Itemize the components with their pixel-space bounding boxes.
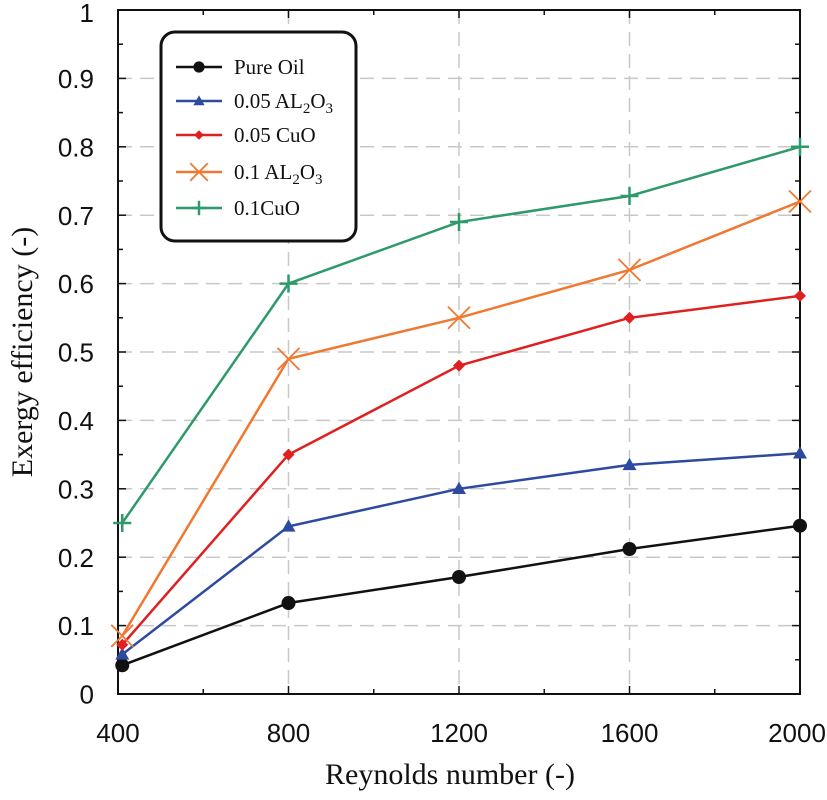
- x-axis-tick-labels: 400 800 1200 1600 2000: [96, 718, 826, 748]
- y-tick-label: 0: [80, 680, 94, 710]
- data-point-plus: [620, 187, 639, 206]
- data-point-diamond: [194, 130, 204, 140]
- data-point-triangle: [193, 95, 205, 106]
- y-tick-label: 0.4: [58, 406, 94, 436]
- y-tick-label: 0.7: [58, 201, 94, 231]
- legend-items: Pure Oil 0.05 AL2O3 0.05 CuO 0.1 AL2O3 0: [176, 55, 333, 220]
- y-tick-label: 0.5: [58, 338, 94, 368]
- y-tick-label: 0.6: [58, 269, 94, 299]
- legend-marker: [193, 61, 205, 73]
- marker-stroke: [447, 306, 471, 330]
- legend-marker: [191, 200, 207, 216]
- legend-label: 0.1CuO: [234, 196, 300, 220]
- data-point-diamond: [453, 359, 465, 372]
- tick-marks: [117, 9, 801, 695]
- legend-item: Pure Oil: [176, 55, 305, 79]
- x-tick-label: 800: [267, 718, 310, 748]
- y-tick-label: 0.3: [58, 474, 94, 504]
- data-point-plus: [450, 213, 468, 232]
- legend-box: [159, 30, 358, 243]
- series-0-05-al2o3: [115, 446, 807, 660]
- data-point-triangle: [115, 647, 130, 660]
- data-point-circle: [281, 596, 296, 611]
- series-line: [121, 451, 801, 656]
- marker-stroke: [110, 624, 134, 648]
- legend: Pure Oil 0.05 AL2O3 0.05 CuO 0.1 AL2O3 0: [159, 30, 358, 243]
- x-axis-title: Reynolds number (-): [325, 758, 575, 791]
- data-point-x: [189, 162, 209, 182]
- marker-stroke: [788, 189, 812, 214]
- y-tick-label: 1: [80, 0, 94, 28]
- data-point-circle: [793, 518, 807, 533]
- marker-stroke: [276, 347, 301, 371]
- legend-label: 0.05 CuO: [234, 123, 316, 147]
- data-point-x: [447, 306, 471, 330]
- data-point-diamond: [623, 311, 636, 324]
- data-point-plus: [791, 137, 809, 156]
- x-tick-label: 1200: [430, 718, 488, 748]
- legend-marker: [189, 162, 209, 182]
- data-point-x: [617, 258, 642, 282]
- y-tick-label: 0.9: [58, 64, 94, 94]
- legend-item: 0.1 AL2O3: [176, 160, 323, 188]
- legend-label: 0.05 AL2O3: [234, 89, 333, 117]
- data-point-triangle: [281, 519, 296, 532]
- y-tick-label: 0.2: [58, 543, 94, 573]
- y-axis-tick-labels: 0 0.1 0.2 0.3 0.4 0.5 0.6 0.7 0.8 0.9 1: [58, 0, 94, 710]
- legend-marker: [194, 130, 204, 140]
- legend-item: 0.05 AL2O3: [176, 89, 333, 117]
- x-tick-label: 1600: [601, 718, 659, 748]
- series-line: [121, 524, 801, 667]
- series-0-1-al2o3: [110, 189, 812, 648]
- legend-item: 0.1CuO: [176, 196, 300, 220]
- x-tick-label: 2000: [768, 718, 826, 748]
- data-point-x: [276, 347, 301, 371]
- data-point-plus: [191, 200, 207, 216]
- data-point-triangle: [452, 481, 466, 495]
- series-pure-oil: [115, 518, 807, 673]
- data-point-circle: [115, 658, 130, 673]
- data-point-triangle: [622, 457, 637, 471]
- y-tick-label: 0.8: [58, 132, 94, 162]
- marker-stroke: [617, 258, 642, 282]
- data-point-x: [110, 624, 134, 648]
- legend-item: 0.05 CuO: [176, 123, 316, 147]
- data-point-triangle: [793, 446, 807, 459]
- data-point-plus: [279, 274, 298, 293]
- legend-label: Pure Oil: [234, 55, 305, 79]
- y-tick-label: 0.1: [58, 611, 94, 641]
- data-point-diamond: [116, 638, 129, 651]
- data-point-circle: [452, 570, 466, 585]
- data-point-plus: [113, 514, 132, 532]
- data-point-diamond: [794, 289, 806, 302]
- series-0-1cuo: [113, 137, 809, 532]
- data-point-circle: [193, 61, 205, 73]
- data-point-diamond: [282, 448, 295, 461]
- data-point-x: [788, 189, 812, 214]
- series-0-05-cuo: [116, 289, 806, 651]
- y-axis-title: Exergy efficiency (-): [6, 227, 39, 477]
- legend-label: 0.1 AL2O3: [234, 160, 323, 188]
- legend-marker: [193, 95, 205, 106]
- series-line: [121, 294, 801, 646]
- data-point-circle: [622, 541, 637, 556]
- series-layer: [110, 137, 812, 673]
- marker-stroke: [189, 162, 209, 182]
- x-tick-label: 400: [96, 718, 139, 748]
